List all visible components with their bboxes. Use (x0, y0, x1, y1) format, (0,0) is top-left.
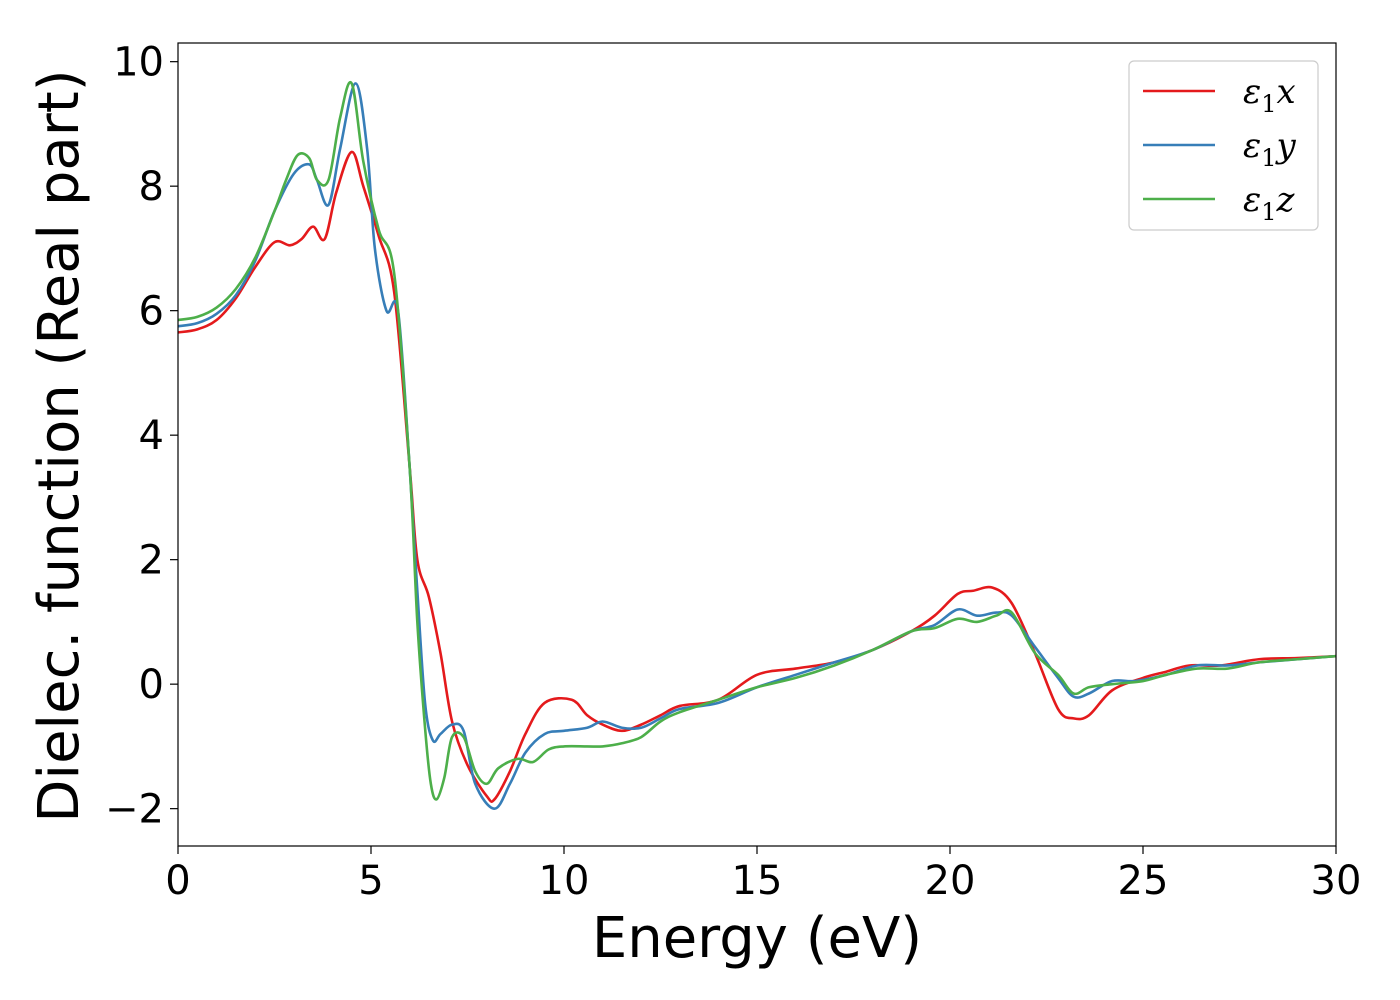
y-axis-title: Dielec. function (Real part) (27, 69, 92, 822)
series-line-y (177, 82, 1337, 810)
x-tick-label: 15 (732, 858, 783, 904)
legend-subscript: 1 (1261, 198, 1276, 226)
legend-variable: z (1276, 180, 1296, 220)
x-tick-label: 20 (925, 858, 976, 904)
series-layer (177, 80, 1337, 810)
y-tick-label: 4 (139, 413, 164, 459)
legend-variable: x (1277, 72, 1296, 112)
x-tick-label: 30 (1311, 858, 1362, 904)
y-tick-label: 2 (139, 538, 164, 584)
y-tick-label: 8 (139, 164, 164, 210)
y-tick-label: 10 (113, 40, 164, 86)
legend-symbol: ε (1243, 180, 1261, 220)
x-tick-label: 0 (165, 858, 190, 904)
legend-subscript: 1 (1261, 90, 1276, 118)
legend-label: ε1y (1243, 126, 1297, 172)
legend-variable: y (1275, 126, 1297, 166)
x-tick-label: 25 (1118, 858, 1169, 904)
x-tick-label: 10 (539, 858, 590, 904)
x-tick-label: 5 (358, 858, 383, 904)
legend-symbol: ε (1243, 72, 1261, 112)
x-axis-title: Energy (eV) (592, 906, 922, 971)
y-axis: −2 0 2 4 6 8 10 (105, 40, 178, 833)
legend-symbol: ε (1243, 126, 1261, 166)
series-line-z (177, 80, 1337, 801)
legend-label: ε1z (1243, 180, 1296, 226)
y-tick-label: 0 (139, 662, 164, 708)
legend-label: ε1x (1243, 72, 1296, 118)
legend-box (1128, 60, 1319, 231)
legend-subscript: 1 (1261, 144, 1276, 172)
x-axis: 0 5 10 15 20 25 30 (165, 846, 1361, 904)
y-tick-label: 6 (139, 289, 164, 335)
y-tick-label: −2 (105, 787, 164, 833)
series-line-x (177, 150, 1337, 803)
